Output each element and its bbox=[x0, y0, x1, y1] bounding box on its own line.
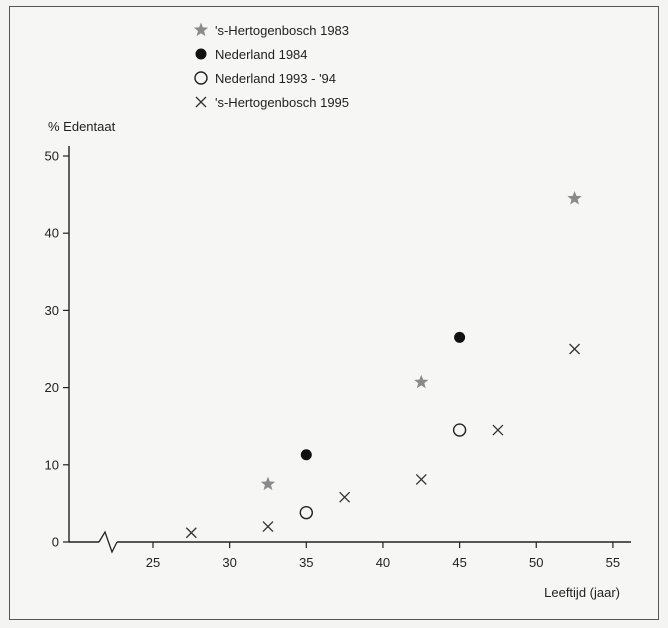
data-point-star bbox=[260, 476, 276, 491]
data-point-cross-stroke-b bbox=[262, 521, 274, 533]
data-marks bbox=[185, 190, 582, 539]
data-point-cross bbox=[262, 521, 274, 533]
data-point-cross-stroke-b bbox=[569, 343, 581, 355]
scatter-chart: 's-Hertogenbosch 1983 Nederland 1984 Neder… bbox=[45, 22, 631, 600]
data-point-filled-circle bbox=[454, 331, 466, 343]
y-tick-label: 40 bbox=[45, 226, 59, 241]
legend-label: 's-Hertogenbosch 1983 bbox=[215, 23, 349, 38]
legend: 's-Hertogenbosch 1983 Nederland 1984 Neder… bbox=[193, 22, 349, 110]
chart-frame: 's-Hertogenbosch 1983 Nederland 1984 Neder… bbox=[9, 6, 659, 620]
data-point-cross bbox=[339, 491, 351, 503]
data-point-open-circle bbox=[299, 505, 313, 520]
data-point-cross-stroke-b bbox=[339, 491, 351, 503]
data-point-cross bbox=[185, 527, 197, 539]
y-axis-label: % Edentaat bbox=[48, 119, 116, 134]
x-tick-label: 25 bbox=[146, 555, 160, 570]
legend-marker-filled-circle bbox=[195, 48, 207, 60]
data-point-cross bbox=[569, 343, 581, 355]
y-tick-label: 20 bbox=[45, 380, 59, 395]
x-tick-label: 50 bbox=[529, 555, 543, 570]
x-tick-label: 45 bbox=[452, 555, 466, 570]
y-tick-label: 10 bbox=[45, 457, 59, 472]
legend-label: 's-Hertogenbosch 1995 bbox=[215, 95, 349, 110]
data-point-star bbox=[414, 374, 429, 389]
axes: 0 10 20 30 40 50 25 30 35 40 45 50 55 bbox=[45, 146, 631, 570]
x-tick-label: 55 bbox=[606, 555, 620, 570]
data-point-cross bbox=[415, 474, 427, 485]
data-point-open-circle bbox=[452, 423, 467, 437]
y-tick-label: 50 bbox=[45, 149, 59, 164]
y-tick-label: 30 bbox=[45, 303, 59, 318]
legend-label: Nederland 1984 bbox=[215, 47, 308, 62]
x-tick-label: 35 bbox=[299, 555, 313, 570]
x-tick-label: 40 bbox=[376, 555, 390, 570]
legend-marker-cross bbox=[195, 96, 207, 108]
data-point-cross-stroke-b bbox=[415, 474, 427, 485]
x-tick-label: 30 bbox=[222, 555, 236, 570]
legend-label: Nederland 1993 - '94 bbox=[215, 71, 336, 86]
data-point-filled-circle bbox=[300, 449, 312, 461]
data-point-cross bbox=[492, 424, 504, 436]
data-point-star bbox=[567, 190, 582, 205]
axis-break-mark bbox=[98, 530, 118, 554]
y-tick-label: 0 bbox=[52, 535, 59, 550]
legend-marker-open-circle bbox=[194, 71, 208, 85]
legend-marker-cross-stroke-b bbox=[195, 96, 207, 108]
legend-marker-star bbox=[193, 22, 209, 37]
data-point-cross-stroke-b bbox=[185, 527, 197, 539]
data-point-cross-stroke-b bbox=[492, 424, 504, 436]
x-axis-label: Leeftijd (jaar) bbox=[544, 585, 620, 600]
